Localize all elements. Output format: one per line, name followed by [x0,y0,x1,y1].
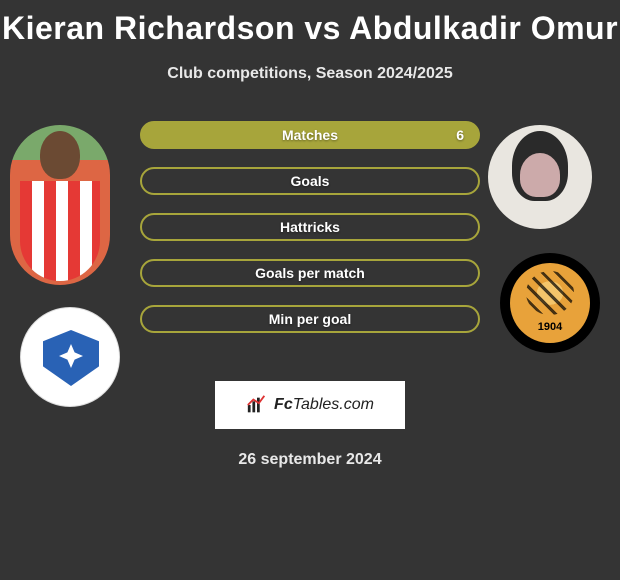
stat-label: Goals [291,173,330,189]
stat-label: Matches [282,127,338,143]
stat-row-hattricks: Hattricks [140,213,480,241]
player1-club-badge [20,307,120,407]
stat-value-right: 6 [456,127,464,143]
stat-label: Goals per match [255,265,365,281]
brand-text: FcTables.com [274,396,374,414]
stat-row-gpm: Goals per match [140,259,480,287]
player2-club-badge [500,253,600,353]
stat-row-matches: Matches 6 [140,121,480,149]
player2-avatar [488,125,592,229]
player1-avatar [10,125,110,285]
chart-icon [246,394,268,416]
date-text: 26 september 2024 [0,451,620,469]
brand-box: FcTables.com [215,381,405,429]
stats-container: Matches 6 Goals Hattricks Goals per matc… [140,121,480,333]
stat-row-mpg: Min per goal [140,305,480,333]
stat-label: Hattricks [280,219,340,235]
stat-label: Min per goal [269,311,351,327]
page-title: Kieran Richardson vs Abdulkadir Omur [0,0,620,47]
stat-row-goals: Goals [140,167,480,195]
subtitle: Club competitions, Season 2024/2025 [0,65,620,83]
tiger-icon [526,271,574,315]
